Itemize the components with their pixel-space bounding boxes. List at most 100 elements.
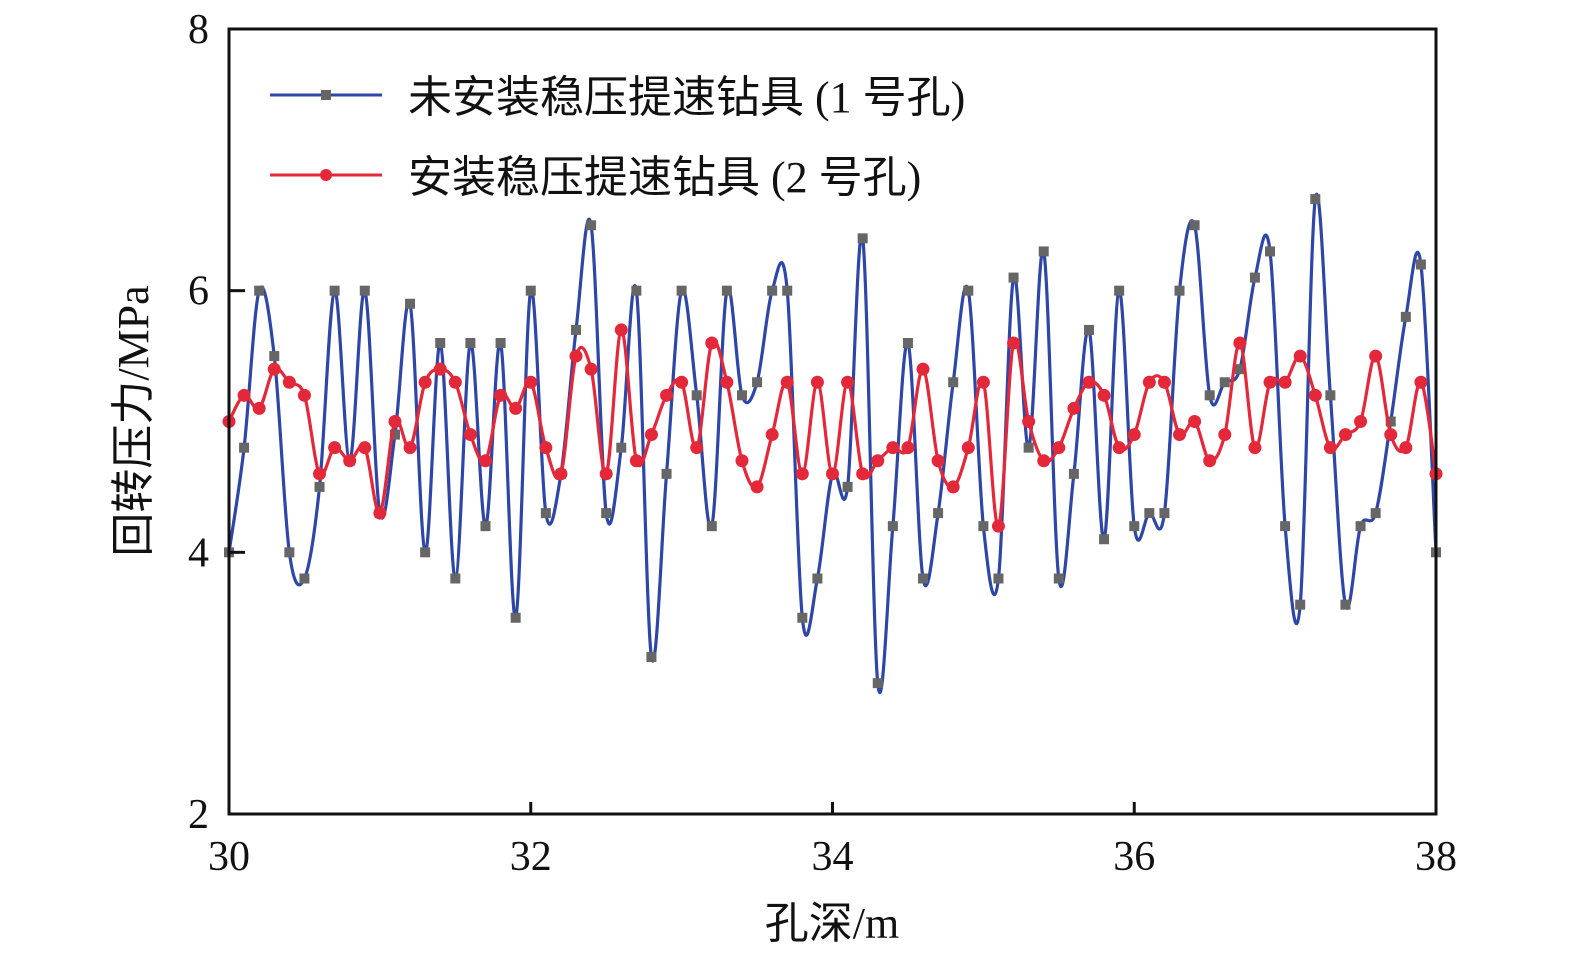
data-point-square xyxy=(948,377,959,388)
data-point-circle xyxy=(961,441,975,455)
legend-item-series-2: 安装稳压提速钻具 (2 号孔) xyxy=(270,153,921,202)
data-point-square xyxy=(480,521,491,532)
data-point-square xyxy=(1083,324,1094,335)
data-point-circle xyxy=(584,362,598,376)
data-point-square xyxy=(525,285,536,296)
data-point-square xyxy=(510,612,521,623)
data-point-square xyxy=(1159,508,1170,519)
data-point-circle xyxy=(810,375,824,389)
y-tick-label: 2 xyxy=(188,792,209,838)
data-point-square xyxy=(1265,246,1276,257)
data-point-square xyxy=(706,521,717,532)
data-point-square xyxy=(299,573,310,584)
data-point-square xyxy=(993,573,1004,584)
data-point-square xyxy=(918,573,929,584)
data-point-square xyxy=(359,285,370,296)
data-point-square xyxy=(1038,246,1049,257)
data-point-circle xyxy=(946,480,960,494)
data-point-square xyxy=(1280,521,1291,532)
data-point-square xyxy=(405,298,416,309)
data-point-square xyxy=(1370,508,1381,519)
data-point-square xyxy=(450,573,461,584)
data-point-circle xyxy=(1082,375,1096,389)
data-point-square xyxy=(1249,272,1260,283)
data-point-circle xyxy=(629,454,643,468)
series-2 xyxy=(222,323,1443,533)
data-point-circle xyxy=(916,362,930,376)
data-point-circle xyxy=(1233,336,1247,350)
data-point-circle xyxy=(1142,375,1156,389)
legend-label-series-1: 未安装稳压提速钻具 (1 号孔) xyxy=(408,73,965,122)
data-point-circle xyxy=(856,467,870,481)
data-point-circle xyxy=(1369,349,1383,363)
data-point-square xyxy=(736,390,747,401)
series-1 xyxy=(224,192,1441,695)
data-point-circle xyxy=(901,441,915,455)
data-point-circle xyxy=(780,375,794,389)
data-point-circle xyxy=(720,375,734,389)
data-point-circle xyxy=(644,428,658,442)
y-tick-label: 8 xyxy=(188,7,209,53)
data-point-circle xyxy=(448,375,462,389)
series-layer xyxy=(222,192,1443,695)
data-point-square xyxy=(1144,508,1155,519)
data-point-square xyxy=(1415,259,1426,270)
data-point-circle xyxy=(403,441,417,455)
series-2-line xyxy=(227,328,1438,528)
data-point-square xyxy=(1068,468,1079,479)
data-point-circle xyxy=(569,349,583,363)
data-point-circle xyxy=(1203,454,1217,468)
data-point-square xyxy=(314,481,325,492)
data-point-circle xyxy=(991,519,1005,533)
data-point-circle xyxy=(1157,375,1171,389)
data-point-square xyxy=(887,521,898,532)
data-point-square xyxy=(254,285,265,296)
data-point-circle xyxy=(509,401,523,415)
data-point-square xyxy=(239,442,250,453)
data-point-square xyxy=(721,285,732,296)
data-point-circle xyxy=(1007,336,1021,350)
data-point-circle xyxy=(478,454,492,468)
data-point-circle xyxy=(660,388,674,402)
data-point-circle xyxy=(297,388,311,402)
data-point-square xyxy=(978,521,989,532)
data-point-circle xyxy=(1127,428,1141,442)
x-tick-label: 32 xyxy=(510,834,552,880)
data-point-circle xyxy=(690,441,704,455)
data-point-square xyxy=(1204,390,1215,401)
data-point-square xyxy=(842,481,853,492)
data-point-square xyxy=(1355,521,1366,532)
data-point-circle xyxy=(1112,441,1126,455)
data-point-square xyxy=(812,573,823,584)
data-point-circle xyxy=(524,375,538,389)
data-point-circle xyxy=(1354,415,1368,428)
data-point-circle xyxy=(1293,349,1307,363)
data-point-circle xyxy=(1308,388,1322,402)
plot-frame xyxy=(227,27,1438,816)
data-point-circle xyxy=(1248,441,1262,455)
data-point-circle xyxy=(252,401,266,415)
legend-label-series-2: 安装稳压提速钻具 (2 号孔) xyxy=(408,153,921,202)
data-point-circle xyxy=(267,362,281,376)
data-point-square xyxy=(661,468,672,479)
data-point-circle xyxy=(1338,428,1352,442)
data-point-square xyxy=(752,377,763,388)
data-point-square xyxy=(933,508,944,519)
data-point-circle xyxy=(1037,454,1051,468)
data-point-square xyxy=(691,390,702,401)
data-point-circle xyxy=(1188,415,1202,428)
data-point-circle xyxy=(599,467,613,481)
data-point-square xyxy=(540,508,551,519)
data-point-square xyxy=(1189,220,1200,231)
data-point-square xyxy=(389,429,400,440)
legend-marker-square xyxy=(321,90,331,100)
data-point-circle xyxy=(976,375,990,389)
data-point-square xyxy=(1114,285,1125,296)
data-point-circle xyxy=(1278,375,1292,389)
data-point-circle xyxy=(675,375,689,389)
ticks-layer: 30 32 34 36 38 2 4 6 8 xyxy=(188,7,1457,880)
data-point-circle xyxy=(1323,441,1337,455)
data-point-circle xyxy=(388,415,402,428)
data-point-circle xyxy=(1067,401,1081,415)
data-point-circle xyxy=(539,441,553,455)
